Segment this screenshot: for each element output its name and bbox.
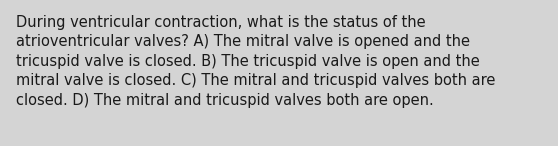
Text: During ventricular contraction, what is the status of the
atrioventricular valve: During ventricular contraction, what is … (16, 15, 495, 108)
